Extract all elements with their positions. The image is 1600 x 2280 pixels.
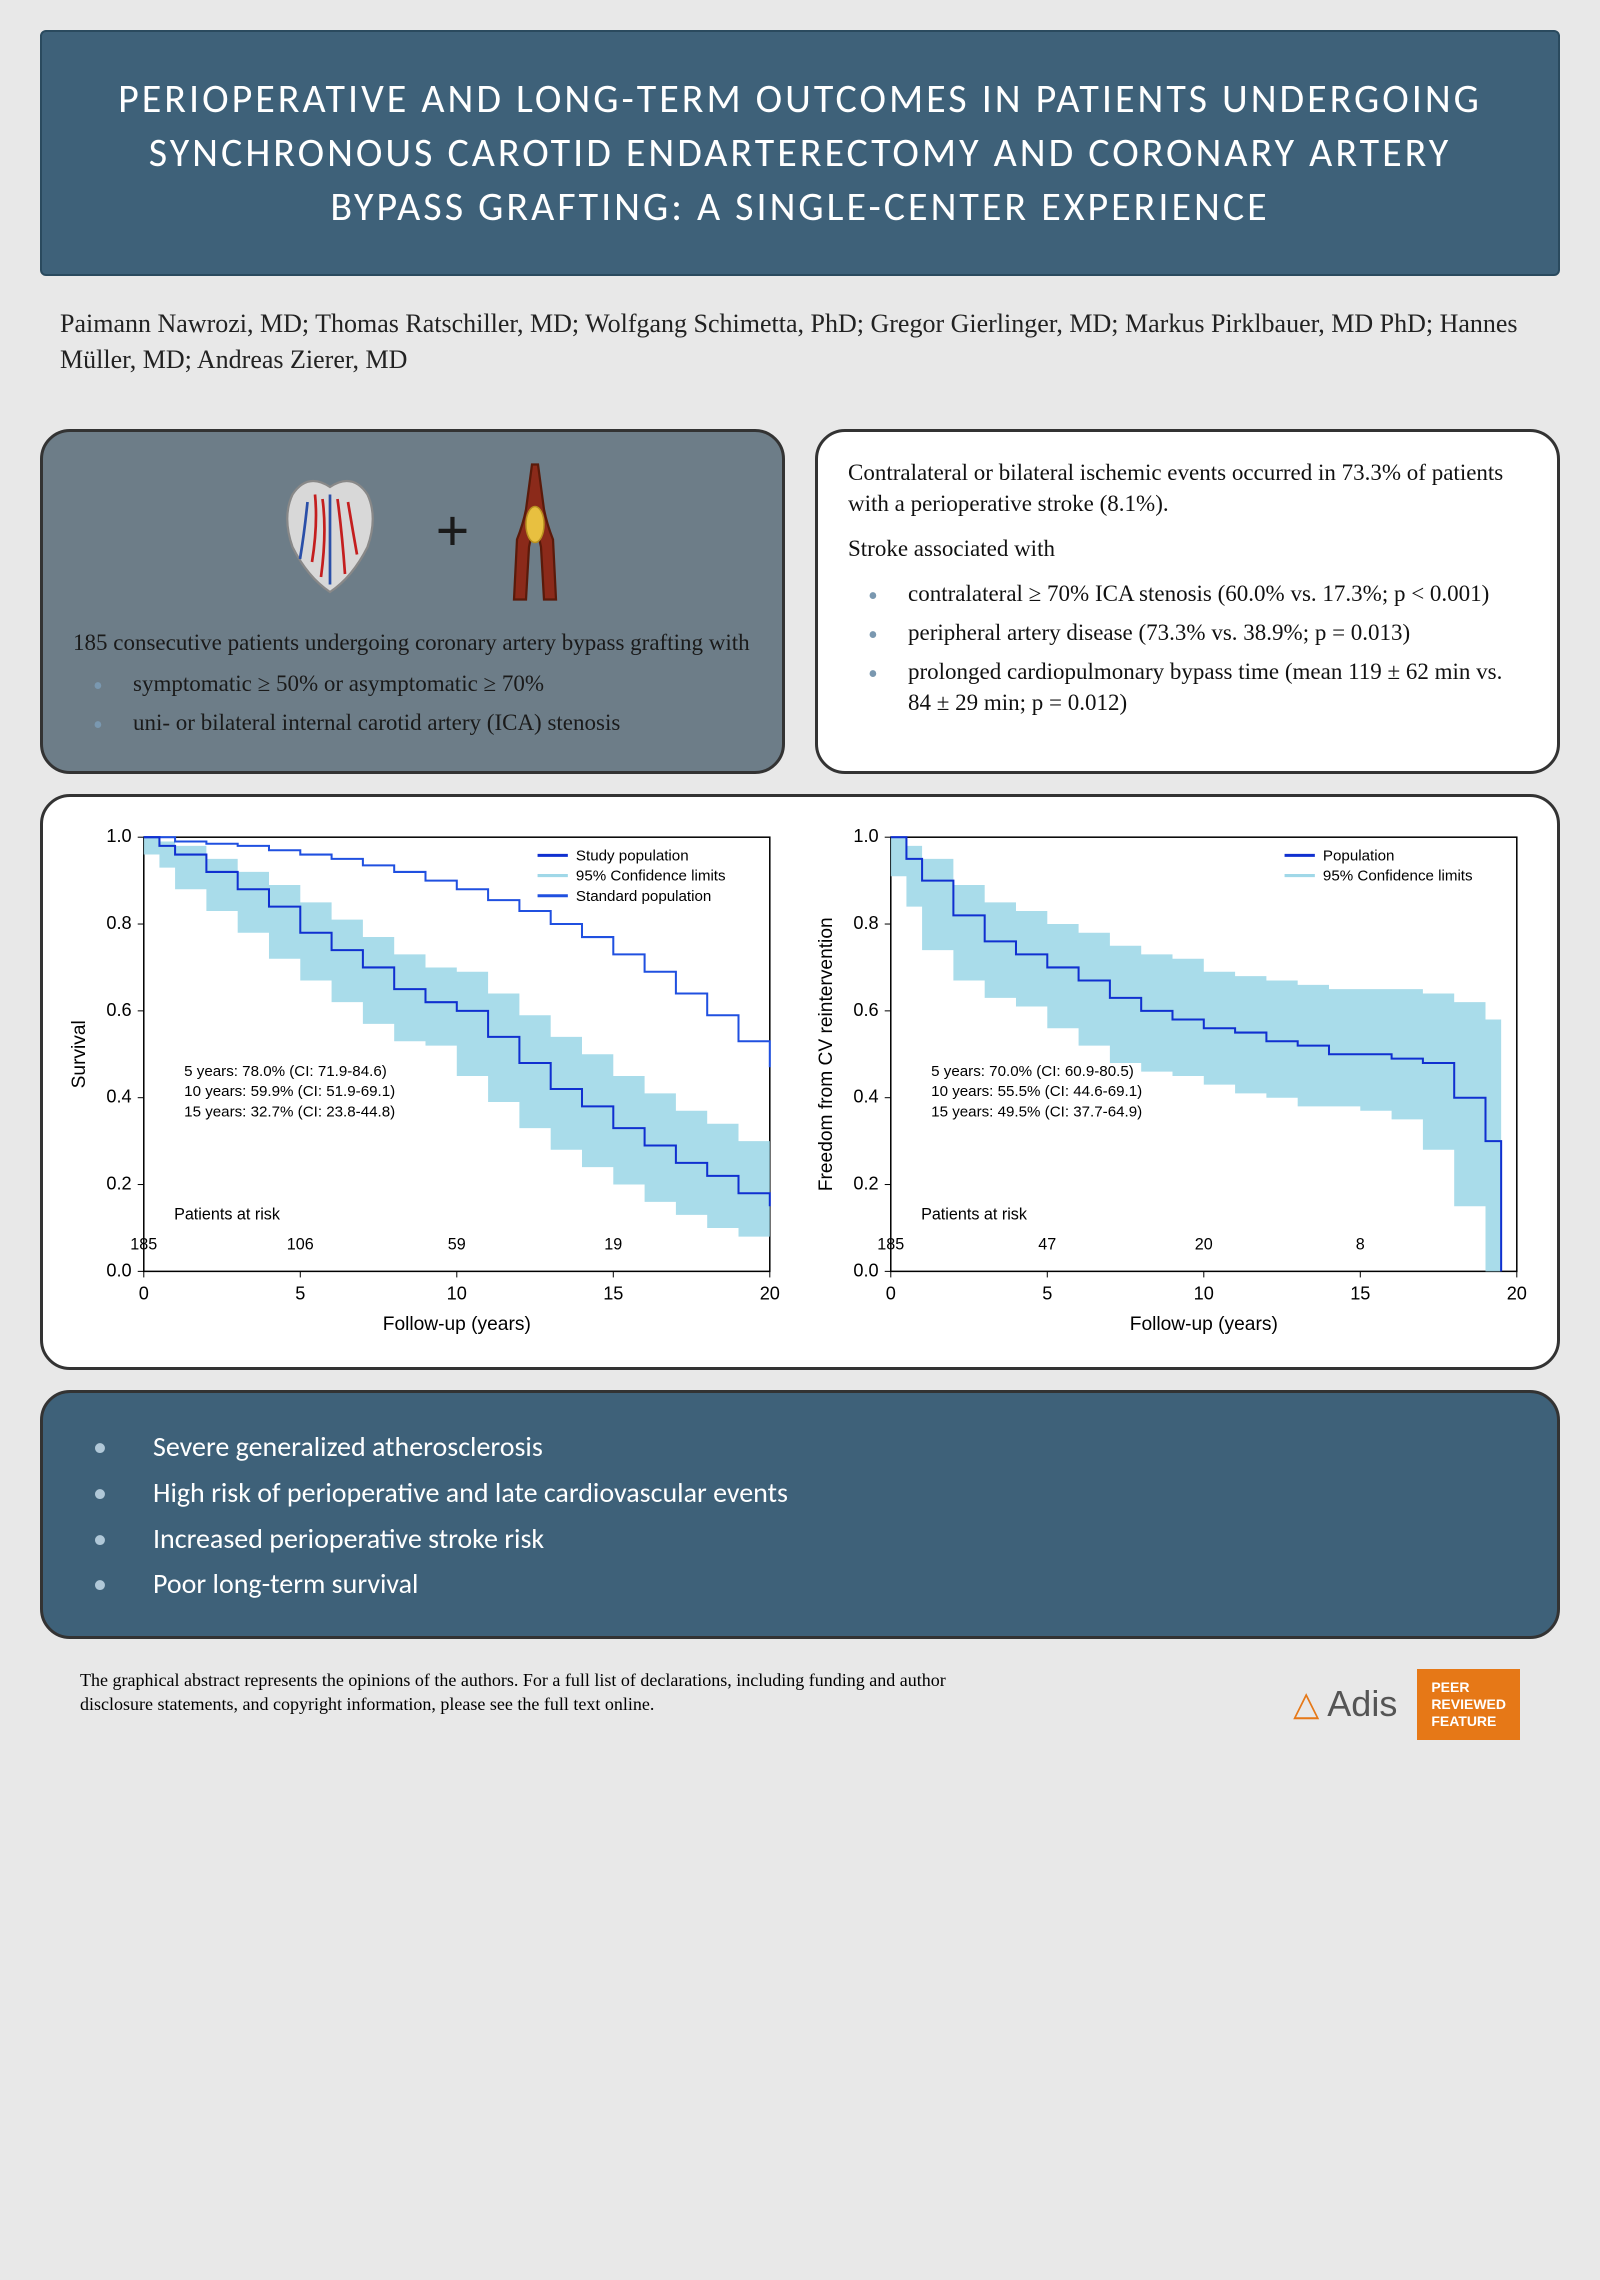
adis-triangle-icon: △ [1293, 1684, 1319, 1724]
title-banner: PERIOPERATIVE AND LONG-TERM OUTCOMES IN … [40, 30, 1560, 276]
svg-text:Study population: Study population [576, 847, 689, 864]
svg-text:5: 5 [1042, 1284, 1052, 1304]
study-criteria-list: symptomatic ≥ 50% or asymptomatic ≥ 70% … [73, 668, 752, 738]
svg-text:185: 185 [877, 1236, 904, 1254]
page-container: PERIOPERATIVE AND LONG-TERM OUTCOMES IN … [0, 0, 1600, 1780]
author-list: Paimann Nawrozi, MD; Thomas Ratschiller,… [40, 276, 1560, 409]
svg-text:0.0: 0.0 [106, 1260, 131, 1280]
footer-branding: △ Adis PEERREVIEWEDFEATURE [1293, 1669, 1520, 1739]
reintervention-chart: 0.0 0.2 0.4 0.6 0.8 1.0 0 5 10 15 20 Freedom from C… [810, 817, 1537, 1342]
info-row: + 185 consecutive patients undergoing co… [40, 429, 1560, 774]
carotid-artery-icon [500, 457, 570, 607]
svg-text:59: 59 [448, 1236, 466, 1254]
svg-text:1.0: 1.0 [106, 826, 131, 846]
survival-chart-wrap: 0.0 0.2 0.4 0.6 0.8 1.0 0 5 10 15 20 Survival Follow… [63, 817, 790, 1347]
conclusion-item: Poor long-term survival [83, 1565, 1527, 1603]
icon-row: + [73, 457, 752, 607]
plus-icon: + [435, 497, 469, 566]
conclusion-item: High risk of perioperative and late card… [83, 1474, 1527, 1512]
study-intro-text: 185 consecutive patients undergoing coro… [73, 627, 752, 658]
association-item: prolonged cardiopulmonary bypass time (m… [858, 656, 1527, 718]
charts-container: 0.0 0.2 0.4 0.6 0.8 1.0 0 5 10 15 20 Survival Follow… [40, 794, 1560, 1370]
svg-text:0.4: 0.4 [106, 1087, 131, 1107]
conclusion-item: Severe generalized atherosclerosis [83, 1428, 1527, 1466]
reintervention-chart-wrap: 0.0 0.2 0.4 0.6 0.8 1.0 0 5 10 15 20 Freedom from C… [810, 817, 1537, 1347]
svg-text:0.2: 0.2 [106, 1174, 131, 1194]
badge-text: PEERREVIEWEDFEATURE [1431, 1679, 1506, 1729]
findings-p2: Stroke associated with [848, 533, 1527, 564]
svg-text:185: 185 [130, 1236, 157, 1254]
svg-text:0.4: 0.4 [853, 1087, 878, 1107]
criteria-item: symptomatic ≥ 50% or asymptomatic ≥ 70% [83, 668, 752, 699]
svg-text:0.2: 0.2 [853, 1174, 878, 1194]
svg-text:Population: Population [1323, 847, 1394, 864]
svg-text:95% Confidence limits: 95% Confidence limits [1323, 868, 1473, 885]
svg-text:Survival: Survival [69, 1020, 90, 1088]
svg-text:Follow-up (years): Follow-up (years) [383, 1314, 531, 1335]
svg-text:15 years: 32.7% (CI: 23.8-44.8: 15 years: 32.7% (CI: 23.8-44.8) [184, 1103, 395, 1120]
svg-text:1.0: 1.0 [853, 826, 878, 846]
association-item: contralateral ≥ 70% ICA stenosis (60.0% … [858, 578, 1527, 609]
criteria-item: uni- or bilateral internal carotid arter… [83, 707, 752, 738]
findings-box: Contralateral or bilateral ischemic even… [815, 429, 1560, 774]
svg-text:5: 5 [295, 1284, 305, 1304]
svg-text:20: 20 [760, 1284, 780, 1304]
svg-text:5 years: 70.0% (CI: 60.9-80.5): 5 years: 70.0% (CI: 60.9-80.5) [931, 1063, 1134, 1080]
peer-reviewed-badge: PEERREVIEWEDFEATURE [1417, 1669, 1520, 1739]
conclusions-box: Severe generalized atherosclerosis High … [40, 1390, 1560, 1639]
conclusions-list: Severe generalized atherosclerosis High … [73, 1428, 1527, 1603]
svg-text:5 years: 78.0% (CI: 71.9-84.6): 5 years: 78.0% (CI: 71.9-84.6) [184, 1063, 387, 1080]
heart-icon [255, 457, 405, 607]
publisher-name: Adis [1327, 1683, 1397, 1725]
footer: The graphical abstract represents the op… [40, 1639, 1560, 1749]
svg-text:10 years: 55.5% (CI: 44.6-69.1: 10 years: 55.5% (CI: 44.6-69.1) [931, 1083, 1142, 1100]
svg-text:20: 20 [1507, 1284, 1527, 1304]
conclusion-item: Increased perioperative stroke risk [83, 1520, 1527, 1558]
svg-text:0.0: 0.0 [853, 1260, 878, 1280]
disclaimer-text: The graphical abstract represents the op… [80, 1669, 980, 1716]
svg-text:10: 10 [447, 1284, 467, 1304]
svg-text:19: 19 [604, 1236, 622, 1254]
svg-text:0: 0 [886, 1284, 896, 1304]
svg-text:10: 10 [1194, 1284, 1214, 1304]
svg-text:0.6: 0.6 [106, 1000, 131, 1020]
svg-text:Patients at risk: Patients at risk [921, 1205, 1028, 1223]
svg-text:15: 15 [603, 1284, 623, 1304]
svg-text:15: 15 [1350, 1284, 1370, 1304]
svg-text:20: 20 [1195, 1236, 1213, 1254]
page-title: PERIOPERATIVE AND LONG-TERM OUTCOMES IN … [102, 72, 1498, 234]
survival-chart: 0.0 0.2 0.4 0.6 0.8 1.0 0 5 10 15 20 Survival Follow… [63, 817, 790, 1342]
svg-text:47: 47 [1038, 1236, 1056, 1254]
svg-text:95% Confidence limits: 95% Confidence limits [576, 868, 726, 885]
findings-p1: Contralateral or bilateral ischemic even… [848, 457, 1527, 519]
svg-text:8: 8 [1356, 1236, 1365, 1254]
stroke-association-list: contralateral ≥ 70% ICA stenosis (60.0% … [848, 578, 1527, 718]
svg-text:10 years: 59.9% (CI: 51.9-69.1: 10 years: 59.9% (CI: 51.9-69.1) [184, 1083, 395, 1100]
svg-text:Patients at risk: Patients at risk [174, 1205, 281, 1223]
svg-text:0.8: 0.8 [853, 913, 878, 933]
study-population-box: + 185 consecutive patients undergoing co… [40, 429, 785, 774]
svg-text:Standard population: Standard population [576, 888, 711, 905]
svg-text:15 years: 49.5% (CI: 37.7-64.9: 15 years: 49.5% (CI: 37.7-64.9) [931, 1103, 1142, 1120]
svg-text:0.8: 0.8 [106, 913, 131, 933]
svg-text:0.6: 0.6 [853, 1000, 878, 1020]
publisher-logo: △ Adis [1293, 1683, 1397, 1725]
svg-text:106: 106 [287, 1236, 314, 1254]
association-item: peripheral artery disease (73.3% vs. 38.… [858, 617, 1527, 648]
svg-text:Freedom from CV reintervention: Freedom from CV reintervention [816, 917, 837, 1191]
svg-text:Follow-up (years): Follow-up (years) [1130, 1314, 1278, 1335]
svg-text:0: 0 [139, 1284, 149, 1304]
